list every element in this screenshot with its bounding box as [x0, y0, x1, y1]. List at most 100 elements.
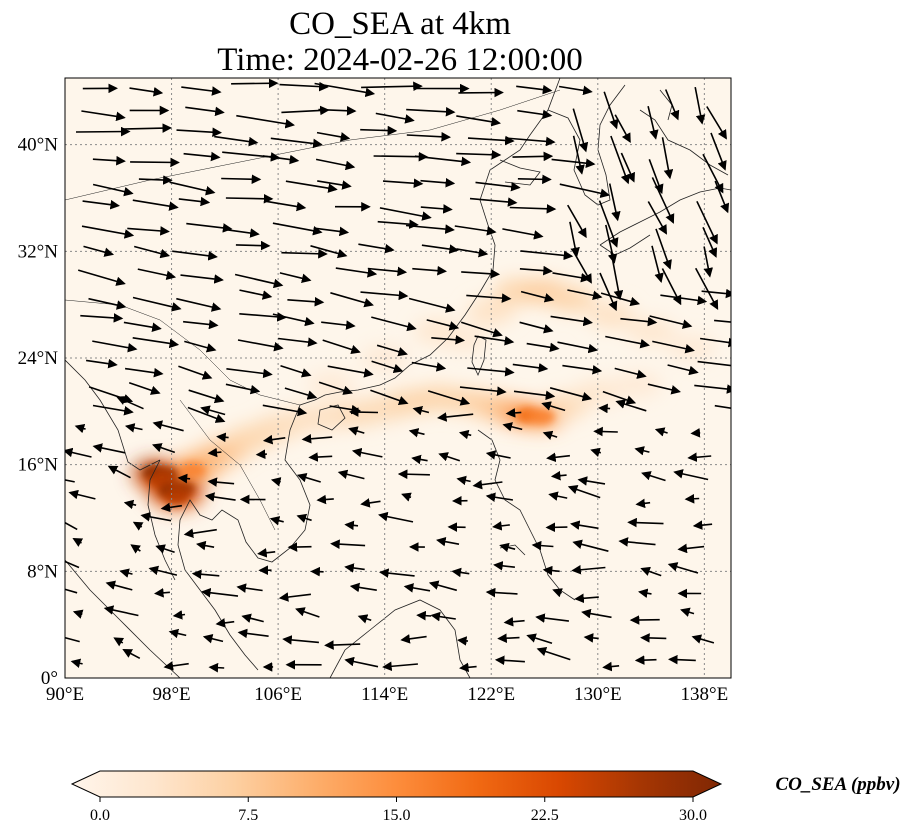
wind-arrow [531, 540, 554, 551]
wind-arrow [492, 521, 510, 531]
wind-arrow [176, 127, 222, 138]
wind-arrow [610, 135, 630, 185]
wind-arrow [281, 248, 328, 259]
wind-arrow [285, 180, 338, 193]
wind-arrow [272, 313, 315, 327]
plume-hotspot [163, 488, 190, 505]
longitude-label: 130°E [574, 684, 622, 705]
wind-arrow [371, 360, 404, 374]
wind-arrow [318, 381, 353, 395]
latitude-label: 0° [41, 668, 58, 689]
wind-arrow [382, 178, 424, 189]
wind-arrow [454, 225, 497, 236]
wind-arrow [140, 512, 172, 522]
wind-arrow [295, 607, 320, 618]
wind-arrow [127, 226, 170, 236]
wind-arrow [558, 85, 593, 96]
wind-arrow [605, 224, 618, 264]
wind-arrow [408, 297, 456, 313]
wind-arrow [122, 649, 141, 660]
wind-arrow [569, 221, 580, 258]
longitude-label: 138°E [681, 684, 729, 705]
plume-patch [627, 318, 676, 345]
latitude-label: 16°N [18, 455, 59, 476]
wind-arrow [349, 582, 377, 593]
wind-arrow [673, 469, 709, 481]
wind-arrow [505, 136, 556, 147]
wind-arrow [416, 610, 432, 621]
wind-arrow [178, 196, 211, 207]
wind-arrow [202, 634, 224, 644]
wind-arrow [315, 158, 356, 171]
latitude-label: 24°N [18, 348, 59, 369]
wind-arrow [207, 477, 235, 487]
colorbar-tick-label: 15.0 [383, 807, 411, 824]
wind-arrow [225, 228, 260, 238]
wind-arrow [602, 661, 620, 672]
wind-arrow [130, 544, 141, 554]
wind-arrow [348, 426, 365, 436]
wind-arrow [667, 562, 699, 574]
wind-arrow [652, 340, 695, 354]
wind-arrow [221, 174, 262, 185]
wind-arrow [65, 521, 78, 531]
wind-arrow [371, 316, 417, 332]
longitude-label: 90°E [46, 684, 84, 705]
wind-arrow [357, 614, 372, 624]
wind-arrow [593, 426, 618, 437]
wind-arrow [640, 566, 662, 577]
wind-arrow [81, 225, 135, 239]
wind-arrow [550, 315, 593, 327]
wind-arrow [505, 408, 522, 418]
plume-hotspot [147, 471, 174, 488]
wind-arrow [651, 177, 675, 224]
wind-arrow [420, 204, 453, 214]
wind-arrow [519, 265, 553, 276]
wind-arrow [460, 321, 503, 338]
colorbar: 0.0 7.5 15.0 22.5 30.0 CO_SEA (ppbv) [70, 770, 901, 824]
colorbar-ticks: 0.0 7.5 15.0 22.5 30.0 [90, 797, 707, 824]
plume-patch [467, 298, 516, 325]
wind-arrow [598, 200, 619, 248]
wind-arrow [694, 384, 731, 394]
wind-arrow [236, 114, 295, 129]
wind-arrow [697, 360, 731, 371]
wind-arrow [605, 335, 650, 349]
wind-arrow [361, 81, 423, 92]
wind-arrow [502, 228, 544, 240]
wind-arrow [598, 403, 611, 414]
wind-arrow [172, 250, 218, 261]
wind-arrow [647, 106, 659, 140]
wind-arrow [426, 319, 460, 331]
wind-arrow [458, 429, 472, 440]
wind-arrow [278, 337, 318, 347]
latitude-label: 40°N [18, 135, 59, 156]
wind-arrow [406, 106, 456, 117]
wind-arrow [512, 151, 554, 162]
wind-arrow [196, 540, 215, 551]
wind-arrow [181, 86, 222, 96]
wind-arrow [615, 399, 647, 412]
wind-arrow [570, 520, 599, 530]
wind-arrow [660, 294, 708, 306]
wind-arrow [567, 484, 601, 499]
wind-arrow [231, 78, 279, 89]
wind-arrow [438, 452, 461, 462]
wind-arrow [690, 428, 701, 438]
wind-arrow [344, 563, 365, 573]
wind-arrow [549, 387, 593, 402]
wind-arrow [123, 499, 137, 510]
wind-arrow [648, 159, 664, 195]
wind-arrow [315, 226, 350, 237]
wind-arrow [105, 580, 133, 591]
map-title-line2: Time: 2024-02-26 12:00:00 [217, 42, 583, 78]
wind-arrow [133, 245, 171, 259]
wind-arrow [397, 469, 430, 480]
wind-arrow [85, 358, 118, 369]
wind-arrow [215, 618, 235, 628]
wind-arrow [65, 479, 75, 483]
wind-arrow [405, 224, 455, 234]
wind-arrow [472, 479, 503, 490]
wind-arrow [467, 366, 515, 377]
wind-arrow [608, 183, 621, 222]
